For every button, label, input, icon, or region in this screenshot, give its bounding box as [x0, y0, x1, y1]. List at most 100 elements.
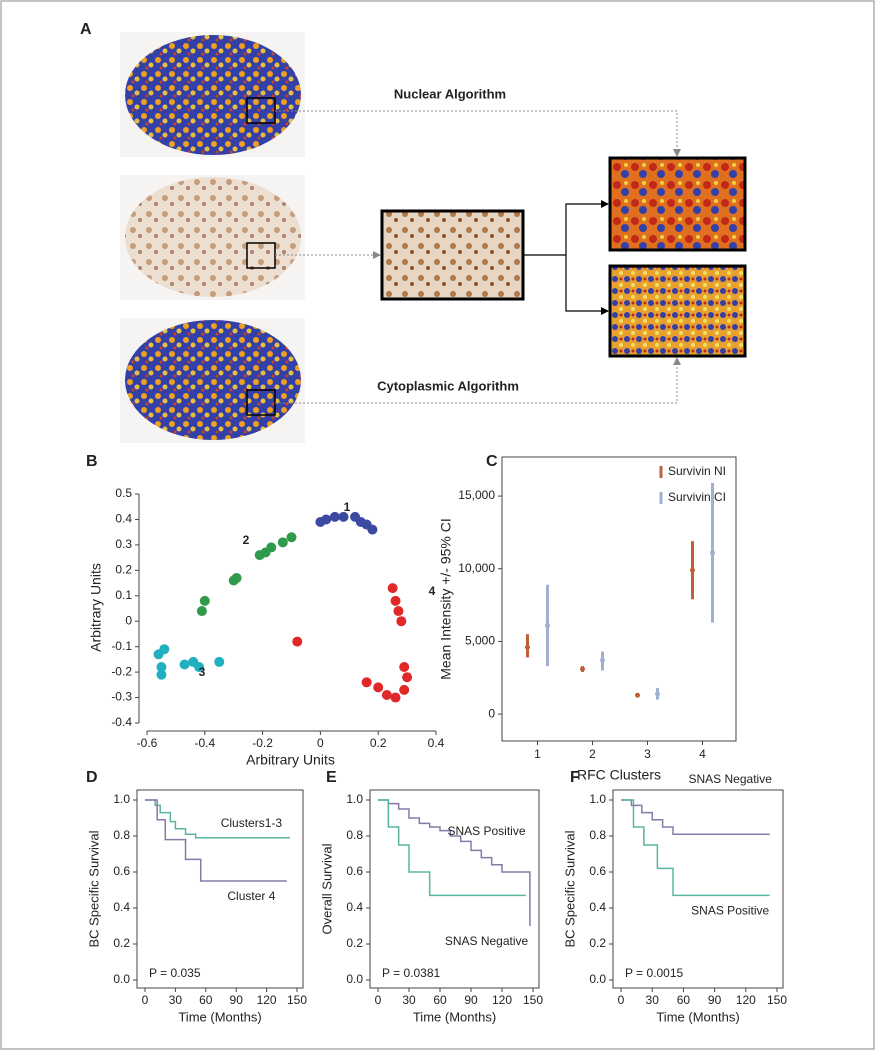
point: [156, 662, 167, 673]
y-tick-label: 0.4: [589, 900, 606, 914]
y-tick-label: 0.6: [113, 864, 130, 878]
point: [373, 682, 384, 693]
p-value: P = 0.0015: [625, 966, 683, 980]
y-axis-label: BC Specific Survival: [86, 830, 101, 947]
y-tick-label: 0.0: [113, 972, 130, 986]
y-tick-label: -0.3: [111, 690, 132, 704]
point: [393, 606, 404, 617]
y-tick-label: 0.2: [115, 563, 132, 577]
y-tick-label: 0.0: [346, 972, 363, 986]
x-axis-label: Time (Months): [656, 1009, 739, 1024]
mean-point: [710, 550, 715, 556]
x-tick-label: 0: [618, 993, 625, 1007]
y-tick-label: -0.1: [111, 639, 132, 653]
panel-label: C: [486, 453, 498, 470]
y-tick-label: 1.0: [589, 792, 606, 806]
x-tick-label: 60: [433, 993, 447, 1007]
x-tick-label: 0: [317, 736, 324, 750]
x-tick-label: 120: [492, 993, 512, 1007]
point: [199, 595, 210, 606]
legend-label: Survivin NI: [668, 464, 726, 478]
point: [361, 677, 372, 688]
y-tick-label: 0.2: [113, 936, 130, 950]
cluster-label: 1: [344, 500, 351, 514]
point: [402, 672, 413, 683]
point: [399, 684, 410, 695]
survival-curve: [145, 799, 290, 839]
zoom-ihc: [380, 209, 525, 301]
y-tick-label: 0.6: [346, 864, 363, 878]
y-tick-label: 0.4: [115, 512, 132, 526]
curve-label: Clusters1-3: [221, 816, 283, 830]
y-tick-label: 1.0: [346, 792, 363, 806]
y-tick-label: 0: [125, 613, 132, 627]
point: [381, 690, 392, 701]
point: [387, 583, 398, 594]
point: [159, 644, 170, 655]
x-axis-label: RFC Clusters: [577, 767, 661, 783]
point: [390, 692, 401, 703]
survival-curve: [378, 799, 531, 926]
y-tick-label: 15,000: [458, 488, 495, 502]
y-tick-label: -0.2: [111, 664, 132, 678]
curve-label: SNAS Negative: [689, 772, 773, 786]
survival-curve: [378, 799, 526, 897]
y-tick-label: 0.2: [589, 936, 606, 950]
point: [266, 542, 277, 553]
survival-curve: [621, 799, 770, 897]
point: [338, 511, 349, 522]
x-axis-label: Time (Months): [413, 1009, 496, 1024]
x-tick-label: 1: [534, 747, 541, 761]
point: [214, 656, 225, 667]
y-tick-label: 0.8: [589, 828, 606, 842]
y-axis-label: Arbitrary Units: [88, 563, 104, 652]
tma-core-cytoplasmic: [125, 320, 301, 440]
y-axis-label: Overall Survival: [319, 843, 334, 934]
arrow: [275, 110, 681, 157]
plot-frame: [369, 789, 540, 989]
panel-label: E: [326, 769, 337, 786]
x-axis-label: Arbitrary Units: [246, 752, 335, 768]
x-tick-label: 150: [287, 993, 307, 1007]
point: [399, 662, 410, 673]
x-tick-label: 30: [169, 993, 183, 1007]
tma-core-nuclear: [125, 35, 301, 155]
x-tick-label: 4: [699, 747, 706, 761]
x-tick-label: 0.4: [428, 736, 445, 750]
y-axis-label: Mean Intensity +/- 95% CI: [438, 518, 454, 679]
x-tick-label: -0.2: [252, 736, 273, 750]
y-tick-label: 0.0: [589, 972, 606, 986]
point: [390, 595, 401, 606]
cluster-label: 4: [429, 584, 436, 598]
y-tick-label: 0.2: [346, 936, 363, 950]
x-tick-label: 30: [646, 993, 660, 1007]
curve-label: SNAS Positive: [447, 824, 525, 838]
x-tick-label: 150: [523, 993, 543, 1007]
x-tick-label: 60: [677, 993, 691, 1007]
survival-curve: [621, 799, 770, 835]
x-tick-label: 120: [257, 993, 277, 1007]
y-tick-label: 0.4: [113, 900, 130, 914]
point: [292, 636, 303, 647]
point: [329, 511, 340, 522]
x-tick-label: 30: [402, 993, 416, 1007]
curve-label: SNAS Positive: [691, 904, 769, 918]
curve-label: SNAS Negative: [445, 934, 529, 948]
y-axis-label: BC Specific Survival: [562, 830, 577, 947]
y-tick-label: 0.5: [115, 486, 132, 500]
x-tick-label: 60: [199, 993, 213, 1007]
mean-point: [580, 666, 585, 672]
algorithm-label: Cytoplasmic Algorithm: [377, 378, 519, 393]
plot-frame: [501, 456, 737, 742]
x-tick-label: -0.6: [137, 736, 158, 750]
mean-point: [545, 622, 550, 628]
curve-label: Cluster 4: [227, 889, 275, 903]
zoom-nuclear: [608, 156, 747, 252]
y-tick-label: 1.0: [113, 792, 130, 806]
x-axis-label: Time (Months): [178, 1009, 261, 1024]
cluster-label: 2: [243, 533, 250, 547]
point: [196, 606, 207, 617]
tma-core-ihc: [125, 177, 301, 297]
